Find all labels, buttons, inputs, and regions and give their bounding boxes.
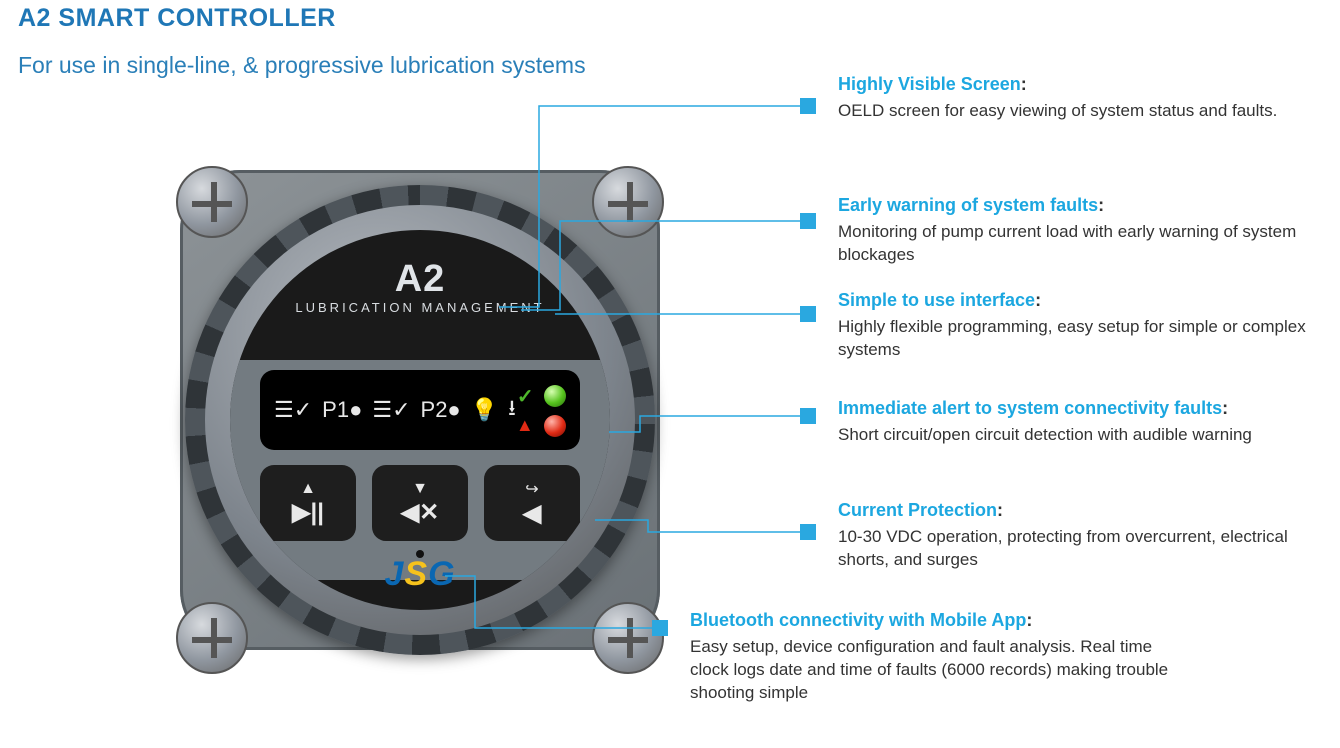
bulb-icon: 💡	[471, 397, 498, 423]
callout-heading: Bluetooth connectivity with Mobile App:	[690, 610, 1170, 631]
button-row: ▲ ▶|| ▼ ◀✕ ↪ ◀	[260, 465, 580, 541]
callout-interface: Simple to use interface: Highly flexible …	[838, 290, 1318, 362]
enter-icon: ↪	[525, 479, 538, 499]
callout-bluetooth: Bluetooth connectivity with Mobile App: E…	[690, 610, 1170, 705]
screw-icon	[592, 166, 664, 238]
page-title: A2 SMART CONTROLLER	[18, 4, 336, 33]
chevron-up-icon: ▲	[300, 480, 316, 498]
device-model-label: A2	[230, 258, 610, 301]
callout-marker-connectivity	[800, 408, 816, 424]
p2-icon: P2●	[421, 397, 461, 423]
check-icon: ✓	[517, 384, 534, 409]
checklist-icon: ☰✓	[274, 397, 312, 423]
checklist2-icon: ☰✓	[372, 397, 410, 423]
oled-screen: ☰✓ P1● ☰✓ P2● 💡 ⭳ ✓ ▲	[260, 370, 580, 450]
p1-icon: P1●	[322, 397, 362, 423]
status-leds: ✓ ▲	[516, 384, 568, 437]
callout-heading: Immediate alert to system connectivity f…	[838, 398, 1318, 419]
btn-enter-back[interactable]: ↪ ◀	[484, 465, 580, 541]
callout-marker-interface	[800, 306, 816, 322]
play-pause-icon: ▶||	[292, 498, 324, 527]
oled-icons: ☰✓ P1● ☰✓ P2● 💡 ⭳	[274, 391, 516, 429]
download-icon: ⭳	[508, 391, 516, 429]
mute-icon: ◀✕	[401, 498, 440, 527]
device-face: A2 LUBRICATION MANAGEMENT ☰✓ P1● ☰✓ P2● …	[230, 230, 610, 610]
callout-heading: Current Protection:	[838, 500, 1318, 521]
callout-early-warning: Early warning of system faults: Monitorin…	[838, 195, 1318, 267]
callout-body: Easy setup, device configuration and fau…	[690, 636, 1170, 705]
screw-icon	[176, 602, 248, 674]
callout-current-protection: Current Protection: 10-30 VDC operation, …	[838, 500, 1318, 572]
callout-body: Short circuit/open circuit detection wit…	[838, 424, 1318, 447]
back-icon: ◀	[523, 499, 541, 528]
chevron-down-icon: ▼	[412, 480, 428, 498]
btn-up-playpause[interactable]: ▲ ▶||	[260, 465, 356, 541]
callout-marker-early-warning	[800, 213, 816, 229]
callout-body: 10-30 VDC operation, protecting from ove…	[838, 526, 1318, 572]
led-green	[544, 385, 566, 407]
device-sub-label: LUBRICATION MANAGEMENT	[230, 300, 610, 315]
callout-body: Highly flexible programming, easy setup …	[838, 316, 1318, 362]
page-subtitle: For use in single-line, & progressive lu…	[18, 52, 586, 79]
brand-logo: JSG	[230, 555, 610, 594]
warning-icon: ▲	[516, 415, 534, 436]
callout-marker-screen	[800, 98, 816, 114]
callout-body: OELD screen for easy viewing of system s…	[838, 100, 1318, 123]
callout-heading: Highly Visible Screen:	[838, 74, 1318, 95]
led-red	[544, 415, 566, 437]
callout-screen: Highly Visible Screen: OELD screen for ea…	[838, 74, 1318, 123]
callout-heading: Early warning of system faults:	[838, 195, 1318, 216]
callout-heading: Simple to use interface:	[838, 290, 1318, 311]
screw-icon	[176, 166, 248, 238]
device-illustration: A2 LUBRICATION MANAGEMENT ☰✓ P1● ☰✓ P2● …	[150, 140, 690, 700]
screw-icon	[592, 602, 664, 674]
callout-connectivity: Immediate alert to system connectivity f…	[838, 398, 1318, 447]
callout-marker-current-protection	[800, 524, 816, 540]
btn-down-mute[interactable]: ▼ ◀✕	[372, 465, 468, 541]
callout-body: Monitoring of pump current load with ear…	[838, 221, 1318, 267]
callout-marker-bluetooth	[652, 620, 668, 636]
